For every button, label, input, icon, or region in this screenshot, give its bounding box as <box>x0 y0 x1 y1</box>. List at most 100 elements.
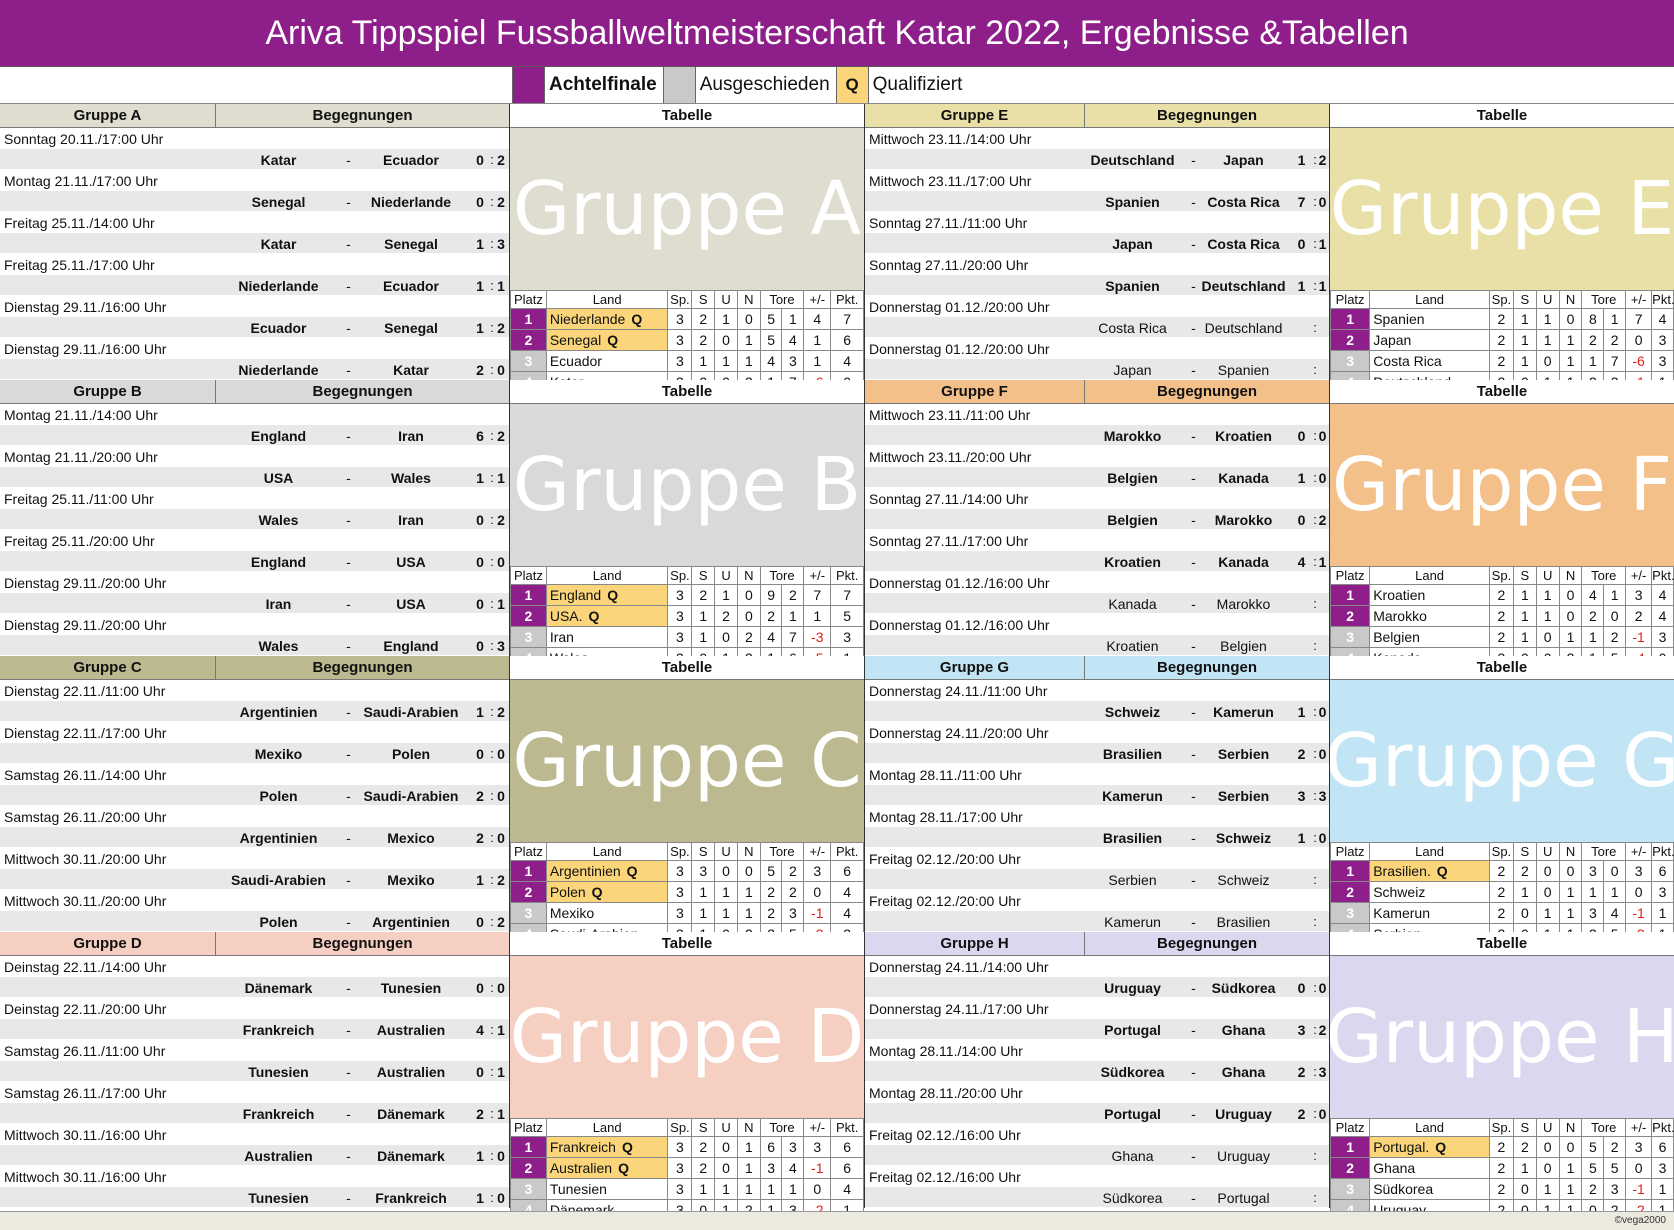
s-cell: 1 <box>1512 350 1537 372</box>
pkt-header: Pkt. <box>830 566 864 585</box>
n-cell: 1 <box>736 881 761 903</box>
platz-cell: 2 <box>510 329 547 351</box>
land-cell: England Q <box>545 584 669 606</box>
diff-cell: -6 <box>1625 350 1653 372</box>
home-score: 1 <box>1297 469 1306 486</box>
standings-header-row: Platz Land Sp. S U N Tore +/- Pkt. <box>510 842 864 861</box>
s-cell: 1 <box>1512 881 1537 903</box>
platz-cell: 2 <box>510 605 547 627</box>
match-row: Südkorea - Portugal: <box>865 1187 1329 1208</box>
group-block: Gruppe E Begegnungen Mittwoch 23.11./14:00… <box>865 104 1674 393</box>
score-colon: : <box>1313 1064 1317 1079</box>
match-dash: - <box>346 1063 351 1080</box>
score-colon: : <box>490 830 494 845</box>
away-score: 0 <box>1318 979 1327 996</box>
match-row: Kroatien - Kanada 4:1 <box>865 551 1329 572</box>
home-team: Polen <box>259 787 298 804</box>
platz-cell: 1 <box>1329 308 1371 330</box>
diff-cell: 0 <box>803 881 832 903</box>
country-name: Schweiz <box>1373 884 1426 900</box>
match-dash: - <box>1191 553 1196 570</box>
country-name: Portugal. <box>1373 1139 1430 1155</box>
land-cell: Costa Rica <box>1369 350 1490 372</box>
match-row: Kamerun - Serbien 3:3 <box>865 785 1329 806</box>
qualified-mark: Q <box>607 332 619 348</box>
country-name: Mexiko <box>549 905 595 921</box>
achtelfinale-swatch <box>512 67 545 103</box>
pkt-header: Pkt. <box>830 842 864 861</box>
match-dash: - <box>346 319 351 336</box>
away-team: Australien <box>376 1063 446 1080</box>
away-team: Japan <box>1223 151 1264 168</box>
sp-cell: 2 <box>1488 1178 1514 1200</box>
pkt-header: Pkt. <box>1651 290 1674 309</box>
land-cell: Polen Q <box>545 881 669 903</box>
away-score: 1 <box>1318 277 1327 294</box>
land-cell: Spanien <box>1369 308 1490 330</box>
sp-header: Sp. <box>667 842 693 861</box>
platz-header: Platz <box>1329 566 1371 585</box>
match-row: Japan - Spanien: <box>865 359 1329 380</box>
s-cell: 2 <box>1512 1136 1537 1158</box>
score-colon: : <box>490 746 494 761</box>
u-cell: 1 <box>1535 329 1560 351</box>
land-cell: Argentinien Q <box>545 860 669 882</box>
s-cell: 1 <box>691 350 716 372</box>
home-team: Brasilien <box>1102 829 1163 846</box>
match-row: Brasilien - Serbien 2:0 <box>865 743 1329 764</box>
away-score: 2 <box>497 319 505 336</box>
home-team: Belgien <box>1107 469 1158 486</box>
u-cell: 0 <box>714 1157 738 1179</box>
away-score: 0 <box>497 1189 505 1206</box>
match-row: England - USA 0:0 <box>0 551 509 572</box>
home-score: 0 <box>476 637 484 654</box>
goals-against-cell: 1 <box>781 605 805 627</box>
away-team: Ecuador <box>382 151 439 168</box>
u-cell: 1 <box>714 902 738 924</box>
match-date: Samstag 26.11./20:00 Uhr <box>0 806 509 827</box>
tabelle-header: Tabelle <box>1330 932 1674 956</box>
standings-table: Platz Land Sp. S U N Tore +/- Pkt. 1 Portugal. Q 2 2 0… <box>1329 1118 1674 1221</box>
away-score: 2 <box>497 151 505 168</box>
match-dash: - <box>346 1147 351 1164</box>
match-row: Belgien - Marokko 0:2 <box>865 509 1329 530</box>
standings-row: 3 Südkorea 2 0 1 1 2 3 -1 1 <box>1329 1178 1674 1200</box>
sp-cell: 2 <box>1488 350 1514 372</box>
score-colon: : <box>490 554 494 569</box>
match-date: Samstag 26.11./17:00 Uhr <box>0 1082 509 1103</box>
platz-cell: 3 <box>510 626 547 648</box>
home-team: Japan <box>1112 235 1153 252</box>
match-row: Marokko - Kroatien 0:0 <box>865 425 1329 446</box>
match-row: Brasilien - Schweiz 1:0 <box>865 827 1329 848</box>
match-row: Wales - England 0:3 <box>0 635 509 656</box>
land-cell: Belgien <box>1369 626 1490 648</box>
pkt-header: Pkt. <box>1651 566 1674 585</box>
sp-cell: 2 <box>1488 605 1514 627</box>
qualifiziert-swatch: Q <box>835 67 869 103</box>
sp-cell: 3 <box>667 881 693 903</box>
diff-header: +/- <box>803 290 832 309</box>
score-colon: : <box>1313 914 1317 929</box>
home-score: 1 <box>1297 829 1306 846</box>
s-cell: 0 <box>1512 902 1537 924</box>
diff-cell: 1 <box>803 350 832 372</box>
country-name: Tunesien <box>549 1181 607 1197</box>
goals-for-cell: 9 <box>759 584 783 606</box>
home-score: 1 <box>476 319 484 336</box>
sp-cell: 2 <box>1488 626 1514 648</box>
u-header: U <box>1535 566 1560 585</box>
match-dash: - <box>1191 829 1196 846</box>
score-colon: : <box>490 704 494 719</box>
match-date: Montag 21.11./14:00 Uhr <box>0 404 509 425</box>
match-date: Dienstag 22.11./11:00 Uhr <box>0 680 509 701</box>
diff-cell: 3 <box>1625 1136 1653 1158</box>
home-score: 2 <box>476 361 484 378</box>
match-dash: - <box>1191 787 1196 804</box>
land-cell: Niederlande Q <box>545 308 669 330</box>
diff-header: +/- <box>803 842 832 861</box>
match-row: Argentinien - Mexico 2:0 <box>0 827 509 848</box>
match-list: Dienstag 22.11./11:00 Uhr Argentinien - Sau… <box>0 680 509 932</box>
match-row: Dänemark - Tunesien 0:0 <box>0 977 509 998</box>
match-date: Sonntag 27.11./20:00 Uhr <box>865 254 1329 275</box>
table-panel: Tabelle Gruppe G Platz Land Sp. S U N Tore +/- Pkt… <box>1329 656 1674 945</box>
